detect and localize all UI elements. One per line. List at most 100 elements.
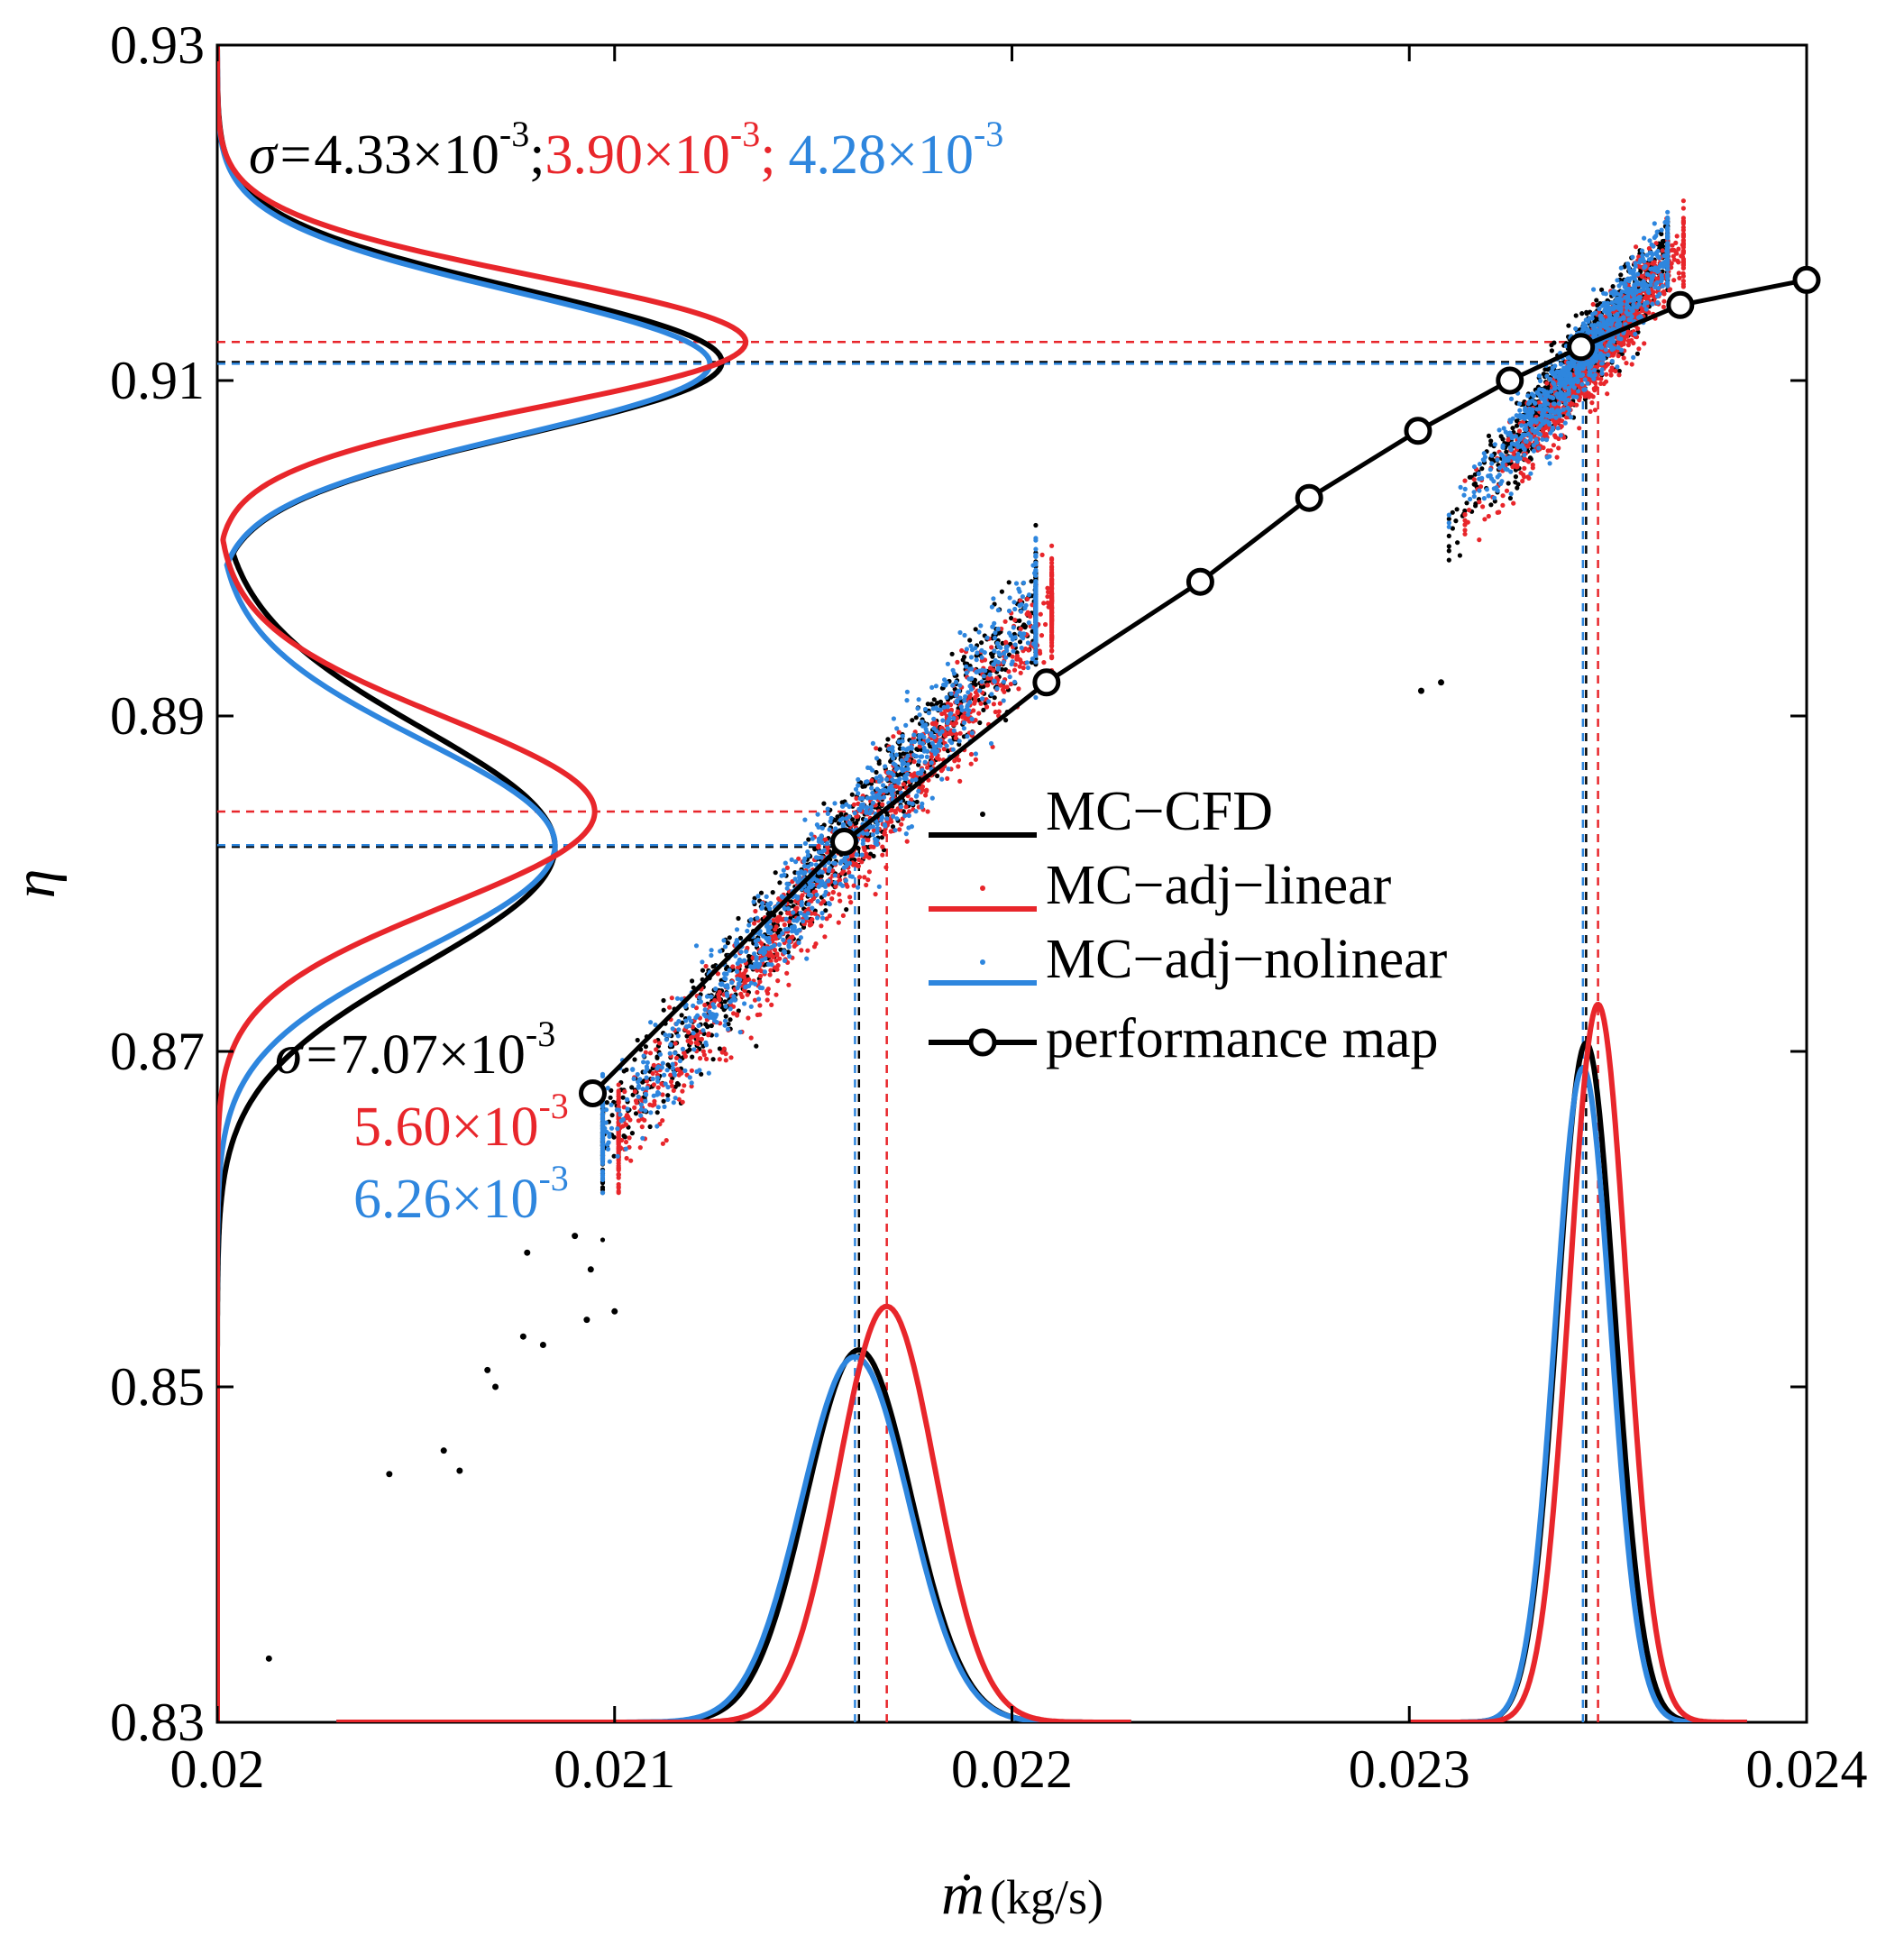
scatter-point-linear xyxy=(757,1003,763,1008)
scatter-point-nolinear xyxy=(700,1028,706,1033)
scatter-point-linear xyxy=(871,844,876,849)
scatter-point-nolinear xyxy=(947,711,953,718)
scatter-point-nolinear xyxy=(890,777,895,783)
scatter-point-nolinear xyxy=(874,841,880,848)
scatter-point-linear xyxy=(978,701,984,706)
scatter-point-nolinear xyxy=(616,1107,622,1113)
scatter-point-nolinear xyxy=(833,826,838,831)
scatter-point-linear xyxy=(1605,391,1610,397)
scatter-point-nolinear xyxy=(954,693,959,698)
scatter-point-nolinear xyxy=(923,726,929,732)
scatter-point-nolinear xyxy=(811,876,817,881)
scatter-point-nolinear xyxy=(637,1077,643,1082)
scatter-point-nolinear xyxy=(870,800,876,805)
scatter-point-linear xyxy=(745,992,750,997)
scatter-point-linear xyxy=(623,1122,629,1127)
scatter-point-nolinear xyxy=(697,995,702,1000)
scatter-point-nolinear xyxy=(655,1105,661,1110)
scatter-point-linear xyxy=(1039,552,1045,558)
scatter-point-nolinear xyxy=(707,1009,712,1014)
scatter-point-linear xyxy=(856,875,863,880)
scatter-point-cfd xyxy=(727,935,732,940)
scatter-point-cfd xyxy=(717,1046,723,1051)
scatter-point-nolinear xyxy=(738,950,744,955)
scatter-point-cfd xyxy=(680,1020,685,1025)
scatter-point-nolinear xyxy=(843,858,848,865)
scatter-point-nolinear xyxy=(905,766,911,772)
scatter-point-linear xyxy=(880,852,885,858)
scatter-point-cfd xyxy=(629,1131,636,1136)
scatter-point-nolinear xyxy=(682,1068,688,1073)
scatter-point-nolinear xyxy=(815,898,820,904)
scatter-point-nolinear xyxy=(860,802,866,807)
scatter-point-nolinear xyxy=(660,1060,665,1066)
scatter-point-linear xyxy=(676,1096,682,1102)
scatter-point-linear xyxy=(1480,504,1486,509)
scatter-point-nolinear xyxy=(962,632,967,638)
scatter-point-nolinear xyxy=(917,735,922,740)
scatter-point-cfd xyxy=(665,1062,671,1068)
scatter-point-cfd xyxy=(629,1085,635,1090)
scatter-point-nolinear xyxy=(945,720,950,726)
scatter-point-linear xyxy=(907,809,912,814)
scatter-point-linear xyxy=(745,945,750,950)
scatter-point-linear xyxy=(735,965,741,970)
scatter-point-nolinear xyxy=(710,1002,716,1007)
scatter-point-nolinear xyxy=(920,801,925,807)
scatter-point-nolinear xyxy=(826,868,831,874)
scatter-point-nolinear xyxy=(784,881,790,886)
scatter-point-cfd xyxy=(684,1033,690,1039)
scatter-point-nolinear xyxy=(801,919,806,924)
scatter-point-nolinear xyxy=(921,745,927,751)
scatter-point-linear xyxy=(869,778,874,784)
scatter-point-nolinear xyxy=(795,916,801,922)
scatter-point-nolinear xyxy=(725,985,730,990)
scatter-point-nolinear xyxy=(906,800,912,805)
scatter-point-nolinear xyxy=(910,801,915,807)
scatter-point-nolinear xyxy=(984,635,990,640)
scatter-point-linear xyxy=(823,837,828,842)
scatter-point-nolinear xyxy=(819,915,826,921)
scatter-point-cfd xyxy=(752,895,757,901)
scatter-point-nolinear xyxy=(979,679,984,684)
scatter-point-nolinear xyxy=(966,690,971,695)
scatter-point-linear xyxy=(746,977,752,982)
scatter-point-nolinear xyxy=(636,1083,642,1088)
scatter-point-nolinear xyxy=(779,873,784,878)
scatter-point-linear xyxy=(883,865,889,870)
scatter-point-linear xyxy=(856,863,862,869)
scatter-point-nolinear xyxy=(809,861,814,867)
scatter-point-nolinear xyxy=(748,1004,754,1009)
scatter-point-nolinear xyxy=(949,740,955,746)
scatter-point-nolinear xyxy=(929,740,935,746)
scatter-point-linear xyxy=(874,746,879,751)
scatter-point-linear xyxy=(1516,428,1523,434)
scatter-point-linear xyxy=(717,989,722,995)
scatter-point-nolinear xyxy=(917,712,922,718)
scatter-point-nolinear xyxy=(1033,552,1039,558)
scatter-point-nolinear xyxy=(911,739,918,745)
scatter-point-nolinear xyxy=(635,1071,640,1078)
scatter-point-linear xyxy=(908,772,913,777)
scatter-point-nolinear xyxy=(992,648,997,654)
scatter-point-linear xyxy=(703,963,709,969)
scatter-point-nolinear xyxy=(966,676,972,682)
scatter-point-linear xyxy=(819,923,824,929)
scatter-point-linear xyxy=(1039,633,1045,638)
scatter-point-linear xyxy=(880,844,885,849)
scatter-point-nolinear xyxy=(782,905,787,912)
scatter-point-nolinear xyxy=(600,1172,606,1178)
scatter-point-cfd xyxy=(609,1113,615,1118)
scatter-point-nolinear xyxy=(904,698,910,703)
scatter-point-linear xyxy=(769,953,774,959)
scatter-point-nolinear xyxy=(832,801,838,806)
scatter-point-cfd xyxy=(600,1237,606,1243)
scatter-point-nolinear xyxy=(600,1190,606,1196)
scatter-point-cfd xyxy=(1462,508,1468,514)
scatter-point-linear xyxy=(1653,241,1659,246)
scatter-point-nolinear xyxy=(1010,637,1015,642)
scatter-point-linear xyxy=(682,1083,687,1088)
scatter-point-cfd xyxy=(901,751,906,757)
scatter-point-nolinear xyxy=(890,793,895,798)
scatter-point-cfd xyxy=(1634,351,1640,356)
